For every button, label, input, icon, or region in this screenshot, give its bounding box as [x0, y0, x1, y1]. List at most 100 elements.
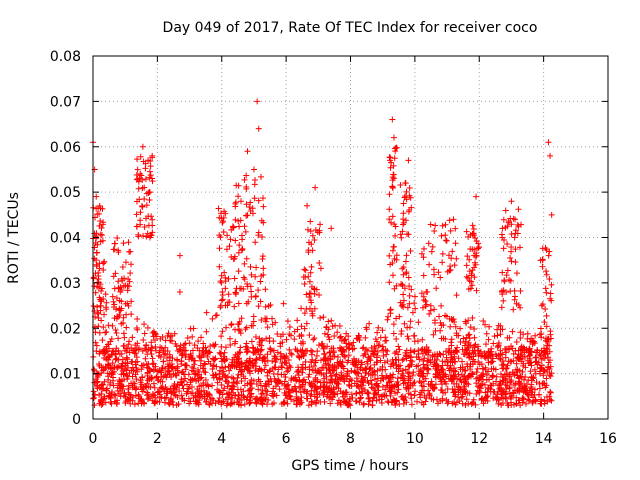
- data-point: [168, 360, 175, 367]
- data-point: [344, 359, 351, 366]
- data-point: [247, 263, 254, 270]
- data-point: [235, 356, 242, 363]
- data-point: [270, 347, 277, 354]
- data-point: [475, 240, 482, 247]
- data-point: [116, 390, 123, 397]
- data-point: [223, 246, 230, 253]
- data-point: [411, 379, 418, 386]
- data-point: [385, 313, 392, 320]
- data-point: [352, 398, 359, 405]
- data-point: [499, 225, 506, 232]
- data-point: [431, 227, 438, 234]
- data-point: [222, 364, 229, 371]
- data-point: [391, 155, 398, 162]
- data-point: [418, 382, 425, 389]
- data-point: [234, 386, 241, 393]
- data-point: [406, 192, 413, 199]
- data-point: [410, 369, 417, 376]
- data-point: [146, 395, 153, 402]
- data-point: [204, 353, 211, 360]
- data-point: [517, 304, 524, 311]
- data-point: [187, 376, 194, 383]
- data-point: [264, 357, 271, 364]
- data-point: [137, 153, 144, 160]
- data-point: [419, 304, 426, 311]
- data-point: [182, 340, 189, 347]
- data-point: [270, 370, 277, 377]
- data-point: [93, 257, 100, 264]
- data-point: [307, 290, 314, 297]
- data-point: [300, 377, 307, 384]
- data-point: [428, 378, 435, 385]
- grid-lines: [93, 56, 608, 419]
- data-point: [146, 168, 153, 175]
- data-point: [528, 373, 535, 380]
- data-point: [152, 331, 159, 338]
- data-point: [189, 390, 196, 397]
- data-point: [493, 373, 500, 380]
- data-point: [471, 246, 478, 253]
- data-point: [224, 373, 231, 380]
- data-point: [452, 393, 459, 400]
- data-point: [115, 285, 122, 292]
- data-point: [455, 371, 462, 378]
- data-point: [522, 374, 529, 381]
- data-point: [479, 365, 486, 372]
- data-point: [108, 400, 115, 407]
- data-point: [156, 349, 163, 356]
- data-point: [334, 353, 341, 360]
- data-point: [210, 374, 217, 381]
- data-point: [225, 394, 232, 401]
- data-point: [543, 345, 550, 352]
- data-point: [235, 320, 242, 327]
- data-point: [467, 285, 474, 292]
- data-point: [214, 386, 221, 393]
- data-point: [373, 338, 380, 345]
- data-point: [501, 277, 508, 284]
- data-point: [201, 360, 208, 367]
- data-point: [526, 387, 533, 394]
- data-point: [523, 347, 530, 354]
- data-point: [406, 283, 413, 290]
- data-point: [361, 400, 368, 407]
- data-point-peak: [389, 116, 396, 123]
- data-point: [378, 396, 385, 403]
- data-point: [448, 372, 455, 379]
- data-point: [544, 342, 551, 349]
- data-point: [459, 400, 466, 407]
- data-point: [177, 345, 184, 352]
- data-point: [463, 262, 470, 269]
- data-point: [105, 393, 112, 400]
- data-point: [143, 342, 150, 349]
- data-point: [252, 273, 259, 280]
- data-point: [407, 357, 414, 364]
- data-point: [152, 363, 159, 370]
- x-tick-label: 6: [282, 431, 291, 447]
- data-point: [387, 164, 394, 171]
- data-point: [495, 400, 502, 407]
- data-point: [142, 383, 149, 390]
- data-point: [388, 219, 395, 226]
- data-point: [467, 373, 474, 380]
- data-point: [196, 352, 203, 359]
- data-point: [306, 294, 313, 301]
- data-point: [411, 332, 418, 339]
- data-point: [459, 346, 466, 353]
- data-point: [363, 369, 370, 376]
- data-point: [200, 340, 207, 347]
- data-point: [482, 381, 489, 388]
- data-point: [149, 152, 156, 159]
- data-point: [243, 300, 250, 307]
- data-point: [445, 375, 452, 382]
- data-point-peak: [547, 152, 554, 159]
- data-point: [257, 382, 264, 389]
- data-point: [284, 368, 291, 375]
- data-point: [358, 359, 365, 366]
- data-point: [321, 356, 328, 363]
- data-point: [400, 380, 407, 387]
- data-point: [216, 395, 223, 402]
- data-point: [504, 267, 511, 274]
- data-point: [384, 347, 391, 354]
- data-point: [426, 310, 433, 317]
- data-point: [502, 354, 509, 361]
